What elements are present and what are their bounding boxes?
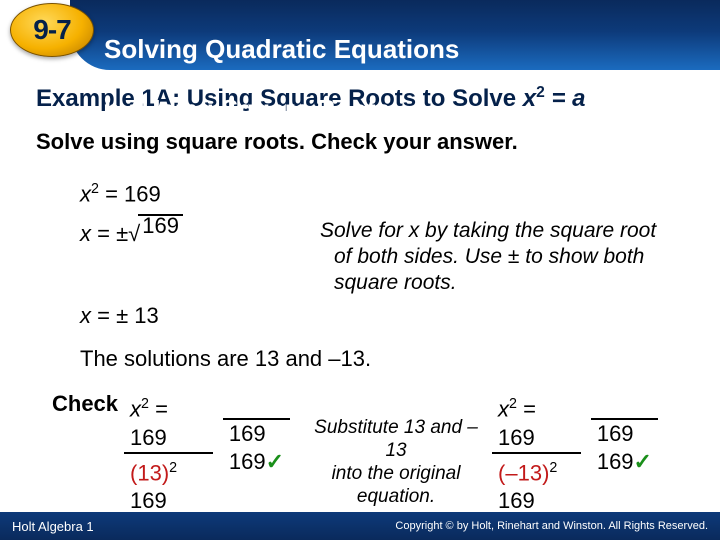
step-1: x2 = 169	[80, 169, 290, 214]
footer: Holt Algebra 1 Copyright © by Holt, Rine…	[0, 512, 720, 540]
example-eq-rhs: = a	[545, 85, 586, 112]
example-eq-var: x	[523, 85, 536, 112]
lesson-number-badge: 9-7	[10, 3, 94, 57]
check-right: x2 = 169 (–13)2 169	[492, 390, 581, 515]
footer-copyright: Copyright © by Holt, Rinehart and Winsto…	[395, 520, 708, 532]
check-explain: Substitute 13 and –13 into the original …	[300, 390, 492, 508]
check-label: Check	[52, 390, 118, 418]
step1-sup: 2	[91, 181, 99, 197]
explain-l1: Solve for x by taking the square root	[320, 219, 656, 242]
check-block: Check x2 = 169 (13)2 169 169 169✓ Substi…	[36, 390, 684, 515]
worked-solution: x2 = 169 x = ±√169 Solve for x by taking…	[80, 169, 684, 336]
check-left-eq: x2 = 169	[124, 390, 213, 453]
step1-rhs: = 169	[99, 181, 161, 206]
solution-statement: The solutions are 13 and –13.	[36, 346, 684, 372]
example-eq-sup: 2	[536, 84, 545, 101]
step-2: x = ±√169	[80, 214, 290, 254]
check-icon: ✓	[634, 449, 652, 474]
explain-l3: square roots.	[334, 271, 457, 294]
sqrt-expr: √169	[128, 214, 183, 254]
title-line-1: Solving Quadratic Equations	[104, 34, 459, 64]
title-line-2: by Using Square Roots	[104, 94, 390, 124]
check-left-rhs: 169 169✓	[223, 390, 290, 476]
check-right-eq: x2 = 169	[492, 390, 581, 453]
step-3: x = ± 13	[80, 296, 290, 336]
radicand: 169	[138, 214, 183, 236]
check-right-rhs: 169 169✓	[591, 390, 658, 476]
step1-var: x	[80, 181, 91, 206]
content-area: Example 1A: Using Square Roots to Solve …	[0, 70, 720, 515]
explain-l2: of both sides. Use ± to show both	[334, 245, 644, 268]
instruction: Solve using square roots. Check your ans…	[36, 129, 684, 155]
check-left: x2 = 169 (13)2 169	[124, 390, 213, 515]
check-left-sub: (13)	[130, 460, 169, 485]
lesson-number: 9-7	[33, 14, 70, 46]
check-icon: ✓	[266, 449, 284, 474]
footer-book: Holt Algebra 1	[12, 519, 94, 534]
step-explain: Solve for x by taking the square root of…	[290, 218, 660, 296]
lesson-header: 9-7 Solving Quadratic Equations by Using…	[0, 0, 720, 70]
check-right-sub: (–13)	[498, 460, 549, 485]
lesson-title: Solving Quadratic Equations by Using Squ…	[104, 4, 459, 124]
